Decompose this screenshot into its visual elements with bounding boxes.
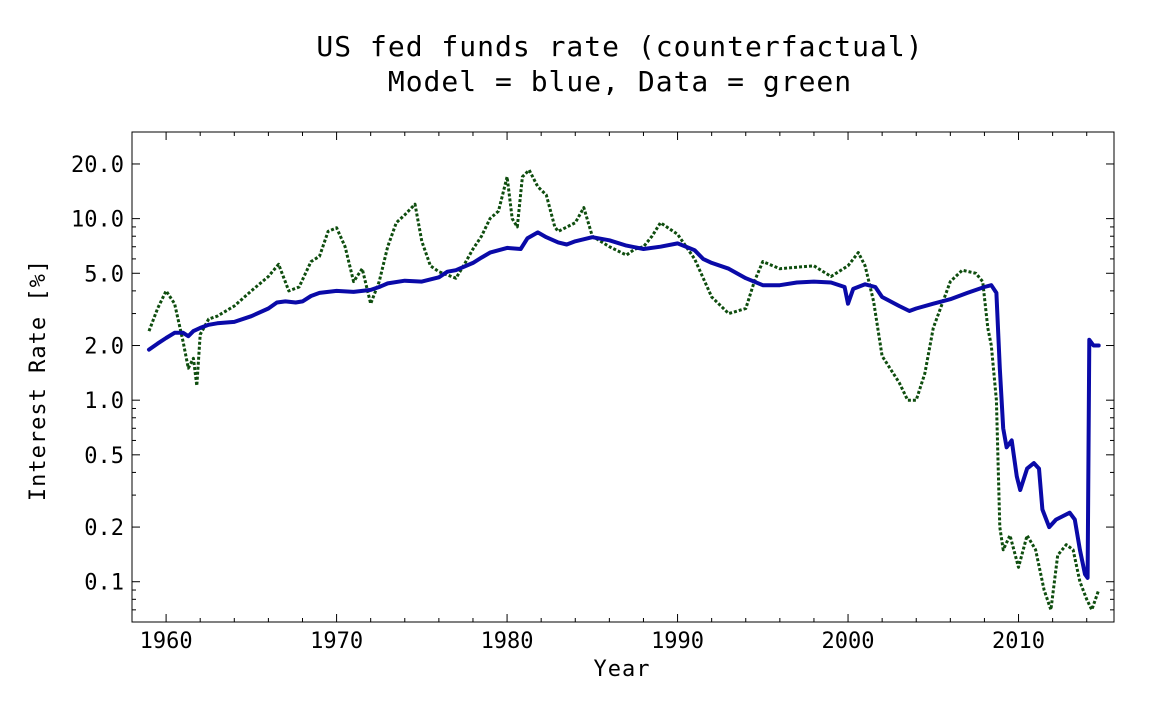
plot-frame [131, 131, 1115, 623]
x-tick-label: 2010 [992, 629, 1045, 654]
y-tick-label: 0.1 [84, 571, 124, 596]
y-tick-label: 0.5 [84, 444, 124, 469]
chart-title: US fed funds rate (counterfactual) [316, 30, 923, 63]
y-axis: 0.1 0.2 0.5 1.0 2.0 5.0 10.0 20.0 [71, 131, 1114, 623]
x-axis-label: Year [594, 657, 651, 682]
y-tick-label: 20.0 [71, 153, 124, 178]
y-tick-label: 10.0 [71, 208, 124, 233]
plot-area [147, 168, 1101, 612]
x-tick-label: 2000 [822, 629, 875, 654]
y-tick-label: 5.0 [84, 262, 124, 287]
model-series-line [147, 230, 1101, 580]
y-tick-label: 0.2 [84, 516, 124, 541]
y-axis-label: Interest Rate [%] [26, 259, 51, 501]
x-tick-label: 1980 [481, 629, 534, 654]
y-tick-label: 1.0 [84, 389, 124, 414]
x-tick-label: 1990 [651, 629, 704, 654]
data-series-line [147, 168, 1101, 612]
chart-subtitle: Model = blue, Data = green [388, 65, 852, 98]
x-axis: 1960 1970 1980 1990 2000 2010 [140, 132, 1088, 654]
x-tick-label: 1960 [140, 629, 193, 654]
y-tick-label: 2.0 [84, 335, 124, 360]
x-tick-label: 1970 [310, 629, 363, 654]
